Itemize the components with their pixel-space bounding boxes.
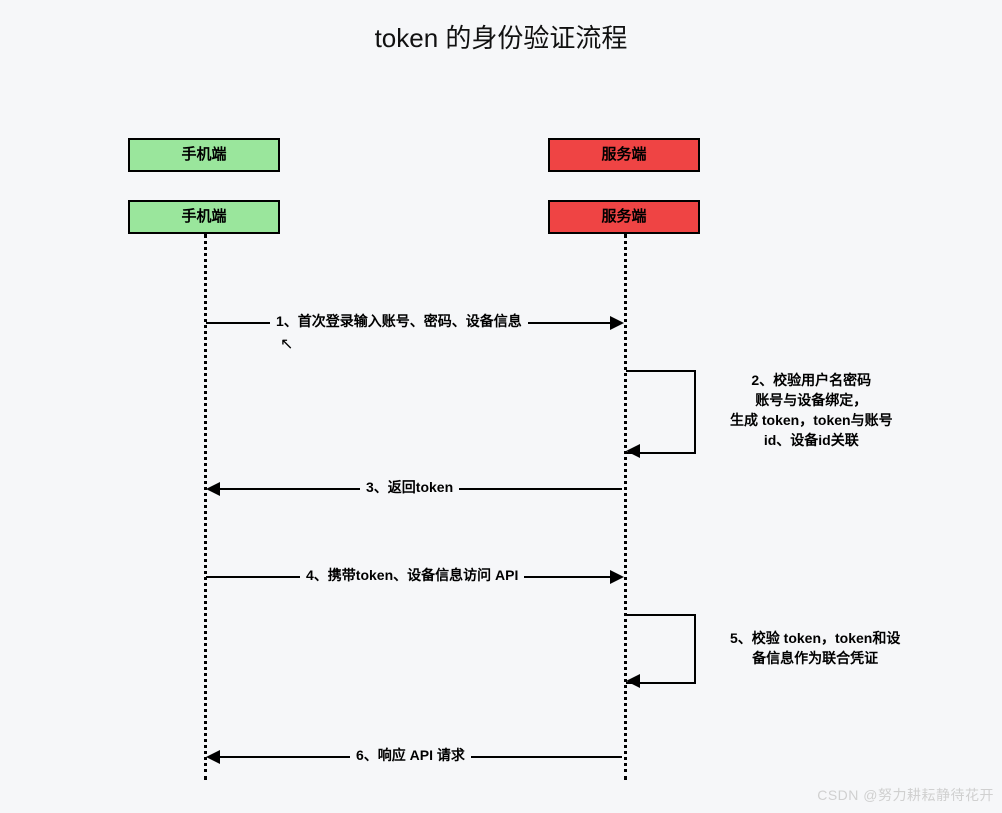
msg-3-label: 3、返回token [360,478,459,496]
msg-2-arrow [626,444,640,458]
lifeline-server [624,234,627,780]
lifeline-client [204,234,207,780]
msg-1-label: 1、首次登录输入账号、密码、设备信息 [270,312,528,330]
msg-3-arrow [206,482,220,496]
watermark-text: CSDN @努力耕耘静待花开 [817,785,994,805]
msg-6-label: 6、响应 API 请求 [350,746,471,764]
msg-5-arrow [626,674,640,688]
msg-1-arrow [610,316,624,330]
participant-client-head: 手机端 [128,200,280,234]
msg-4-arrow [610,570,624,584]
msg-2-label: 2、校验用户名密码 账号与设备绑定， 生成 token，token与账号 id、… [730,370,893,450]
participant-server-top: 服务端 [548,138,700,172]
mouse-cursor-icon: ↖ [280,334,293,354]
msg-5-label: 5、校验 token，token和设 备信息作为联合凭证 [730,628,900,668]
msg-6-arrow [206,750,220,764]
msg-2-loop [626,370,696,454]
participant-client-top: 手机端 [128,138,280,172]
msg-4-label: 4、携带token、设备信息访问 API [300,566,524,584]
diagram-title: token 的身份验证流程 [0,18,1002,55]
participant-server-head: 服务端 [548,200,700,234]
